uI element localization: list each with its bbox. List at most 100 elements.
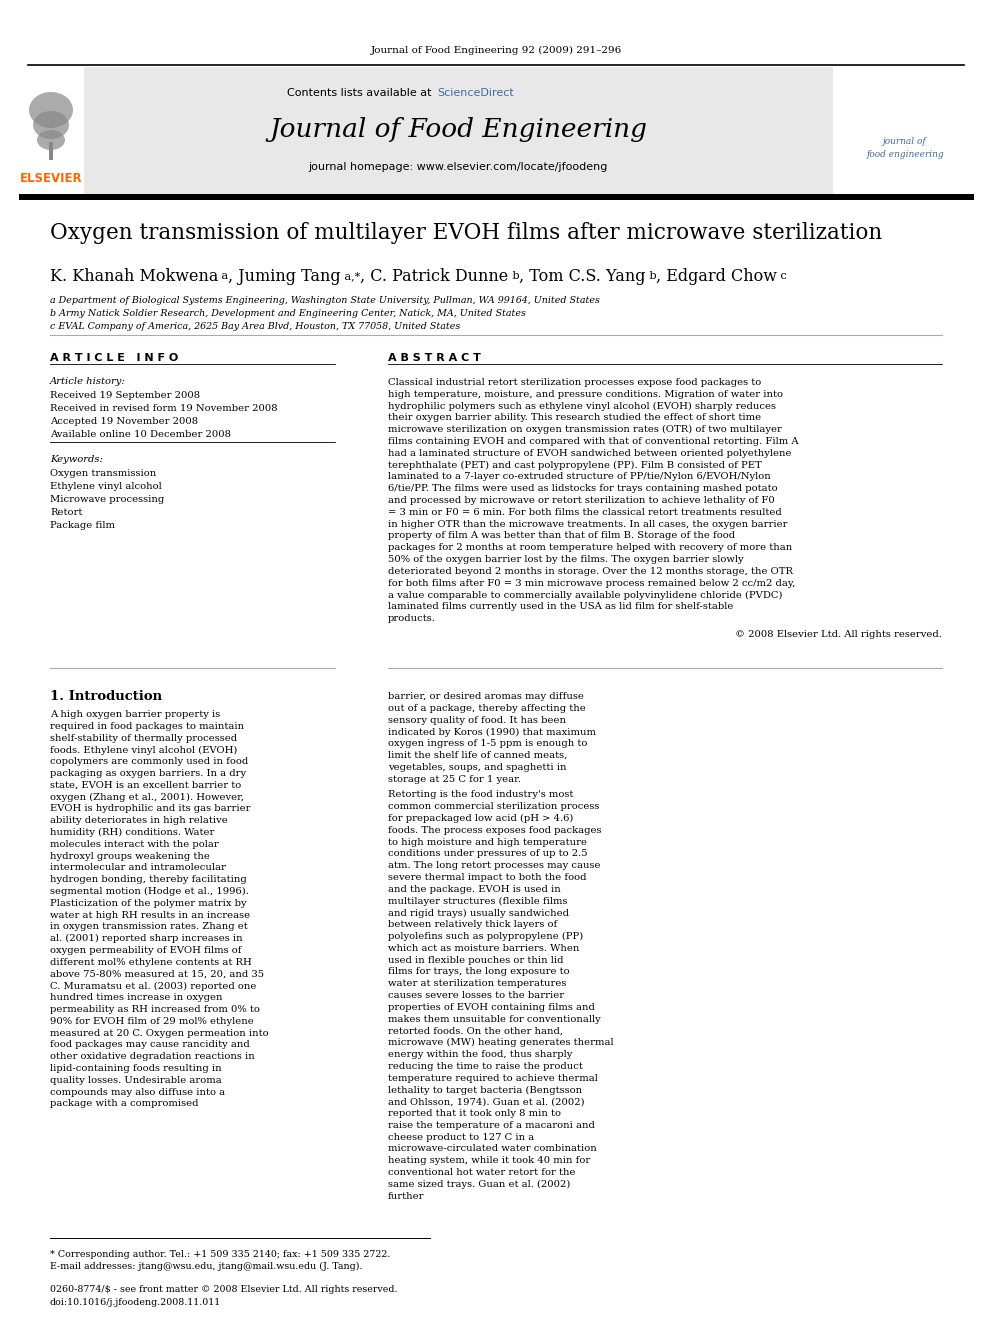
Text: hydrogen bonding, thereby facilitating: hydrogen bonding, thereby facilitating bbox=[50, 876, 247, 884]
Text: hydrophilic polymers such as ethylene vinyl alcohol (EVOH) sharply reduces: hydrophilic polymers such as ethylene vi… bbox=[388, 402, 776, 410]
Text: energy within the food, thus sharply: energy within the food, thus sharply bbox=[388, 1050, 572, 1058]
Text: quality losses. Undesirable aroma: quality losses. Undesirable aroma bbox=[50, 1076, 222, 1085]
Text: = 3 min or F0 = 6 min. For both films the classical retort treatments resulted: = 3 min or F0 = 6 min. For both films th… bbox=[388, 508, 782, 517]
Text: polyolefins such as polypropylene (PP): polyolefins such as polypropylene (PP) bbox=[388, 931, 583, 941]
Text: Ethylene vinyl alcohol: Ethylene vinyl alcohol bbox=[50, 482, 162, 491]
Text: in higher OTR than the microwave treatments. In all cases, the oxygen barrier: in higher OTR than the microwave treatme… bbox=[388, 520, 788, 529]
Text: c: c bbox=[778, 271, 787, 280]
Text: foods. Ethylene vinyl alcohol (EVOH): foods. Ethylene vinyl alcohol (EVOH) bbox=[50, 745, 237, 754]
Text: A high oxygen barrier property is: A high oxygen barrier property is bbox=[50, 710, 220, 718]
Text: which act as moisture barriers. When: which act as moisture barriers. When bbox=[388, 943, 579, 953]
Bar bbox=[49, 142, 53, 160]
Text: films containing EVOH and compared with that of conventional retorting. Film A: films containing EVOH and compared with … bbox=[388, 437, 799, 446]
Text: foods. The process exposes food packages: foods. The process exposes food packages bbox=[388, 826, 601, 835]
Text: shelf-stability of thermally processed: shelf-stability of thermally processed bbox=[50, 733, 237, 742]
Text: same sized trays. Guan et al. (2002): same sized trays. Guan et al. (2002) bbox=[388, 1180, 570, 1189]
Text: , Tom C.S. Yang: , Tom C.S. Yang bbox=[519, 269, 646, 284]
Text: indicated by Koros (1990) that maximum: indicated by Koros (1990) that maximum bbox=[388, 728, 596, 737]
Text: conditions under pressures of up to 2.5: conditions under pressures of up to 2.5 bbox=[388, 849, 587, 859]
Text: , Juming Tang: , Juming Tang bbox=[228, 269, 341, 284]
Text: laminated to a 7-layer co-extruded structure of PP/tie/Nylon 6/EVOH/Nylon: laminated to a 7-layer co-extruded struc… bbox=[388, 472, 771, 482]
Text: to high moisture and high temperature: to high moisture and high temperature bbox=[388, 837, 587, 847]
Text: EVOH is hydrophilic and its gas barrier: EVOH is hydrophilic and its gas barrier bbox=[50, 804, 251, 814]
Text: terephthalate (PET) and cast polypropylene (PP). Film B consisted of PET: terephthalate (PET) and cast polypropyle… bbox=[388, 460, 762, 470]
Text: doi:10.1016/j.jfoodeng.2008.11.011: doi:10.1016/j.jfoodeng.2008.11.011 bbox=[50, 1298, 221, 1307]
Text: makes them unsuitable for conventionally: makes them unsuitable for conventionally bbox=[388, 1015, 601, 1024]
Text: compounds may also diffuse into a: compounds may also diffuse into a bbox=[50, 1088, 225, 1097]
Text: Retorting is the food industry's most: Retorting is the food industry's most bbox=[388, 790, 573, 799]
Text: had a laminated structure of EVOH sandwiched between oriented polyethylene: had a laminated structure of EVOH sandwi… bbox=[388, 448, 792, 458]
Text: intermolecular and intramolecular: intermolecular and intramolecular bbox=[50, 864, 226, 872]
Text: for both films after F0 = 3 min microwave process remained below 2 cc/m2 day,: for both films after F0 = 3 min microwav… bbox=[388, 578, 796, 587]
Ellipse shape bbox=[33, 111, 69, 139]
Text: reducing the time to raise the product: reducing the time to raise the product bbox=[388, 1062, 583, 1070]
Ellipse shape bbox=[29, 93, 73, 128]
Text: A R T I C L E   I N F O: A R T I C L E I N F O bbox=[50, 353, 179, 363]
Text: oxygen ingress of 1-5 ppm is enough to: oxygen ingress of 1-5 ppm is enough to bbox=[388, 740, 587, 749]
Text: and processed by microwave or retort sterilization to achieve lethality of F0: and processed by microwave or retort ste… bbox=[388, 496, 775, 505]
Text: K. Khanah Mokwena: K. Khanah Mokwena bbox=[50, 269, 218, 284]
Text: Received in revised form 19 November 2008: Received in revised form 19 November 200… bbox=[50, 404, 278, 413]
Text: C. Muramatsu et al. (2003) reported one: C. Muramatsu et al. (2003) reported one bbox=[50, 982, 256, 991]
Text: b: b bbox=[509, 271, 519, 280]
Text: permeability as RH increased from 0% to: permeability as RH increased from 0% to bbox=[50, 1005, 260, 1013]
Text: used in flexible pouches or thin lid: used in flexible pouches or thin lid bbox=[388, 955, 563, 964]
Text: 50% of the oxygen barrier lost by the films. The oxygen barrier slowly: 50% of the oxygen barrier lost by the fi… bbox=[388, 556, 744, 564]
Text: lipid-containing foods resulting in: lipid-containing foods resulting in bbox=[50, 1064, 221, 1073]
Text: Package film: Package film bbox=[50, 521, 115, 531]
Text: retorted foods. On the other hand,: retorted foods. On the other hand, bbox=[388, 1027, 563, 1036]
Text: laminated films currently used in the USA as lid film for shelf-stable: laminated films currently used in the US… bbox=[388, 602, 733, 611]
Text: ELSEVIER: ELSEVIER bbox=[20, 172, 82, 184]
Text: oxygen permeability of EVOH films of: oxygen permeability of EVOH films of bbox=[50, 946, 241, 955]
Text: limit the shelf life of canned meats,: limit the shelf life of canned meats, bbox=[388, 751, 567, 759]
Text: E-mail addresses: jtang@wsu.edu, jtang@mail.wsu.edu (J. Tang).: E-mail addresses: jtang@wsu.edu, jtang@m… bbox=[50, 1262, 362, 1271]
Text: , Edgard Chow: , Edgard Chow bbox=[657, 269, 778, 284]
Bar bbox=[833, 67, 976, 194]
Text: multilayer structures (flexible films: multilayer structures (flexible films bbox=[388, 897, 567, 906]
Text: out of a package, thereby affecting the: out of a package, thereby affecting the bbox=[388, 704, 585, 713]
Text: , C. Patrick Dunne: , C. Patrick Dunne bbox=[360, 269, 509, 284]
Text: Keywords:: Keywords: bbox=[50, 455, 103, 464]
Text: hydroxyl groups weakening the: hydroxyl groups weakening the bbox=[50, 852, 210, 860]
Text: A B S T R A C T: A B S T R A C T bbox=[388, 353, 481, 363]
Text: 6/tie/PP. The films were used as lidstocks for trays containing mashed potato: 6/tie/PP. The films were used as lidstoc… bbox=[388, 484, 778, 493]
Text: 90% for EVOH film of 29 mol% ethylene: 90% for EVOH film of 29 mol% ethylene bbox=[50, 1017, 254, 1025]
Text: al. (2001) reported sharp increases in: al. (2001) reported sharp increases in bbox=[50, 934, 243, 943]
Text: temperature required to achieve thermal: temperature required to achieve thermal bbox=[388, 1073, 598, 1082]
Text: Contents lists available at: Contents lists available at bbox=[287, 89, 435, 98]
Text: Plasticization of the polymer matrix by: Plasticization of the polymer matrix by bbox=[50, 898, 247, 908]
Text: a value comparable to commercially available polyvinylidene chloride (PVDC): a value comparable to commercially avail… bbox=[388, 590, 783, 599]
Text: ability deteriorates in high relative: ability deteriorates in high relative bbox=[50, 816, 228, 826]
Text: raise the temperature of a macaroni and: raise the temperature of a macaroni and bbox=[388, 1121, 595, 1130]
Text: required in food packages to maintain: required in food packages to maintain bbox=[50, 722, 244, 730]
Text: food packages may cause rancidity and: food packages may cause rancidity and bbox=[50, 1040, 250, 1049]
Text: journal homepage: www.elsevier.com/locate/jfoodeng: journal homepage: www.elsevier.com/locat… bbox=[309, 161, 608, 172]
Text: deteriorated beyond 2 months in storage. Over the 12 months storage, the OTR: deteriorated beyond 2 months in storage.… bbox=[388, 566, 793, 576]
Text: a Department of Biological Systems Engineering, Washington State University, Pul: a Department of Biological Systems Engin… bbox=[50, 296, 600, 306]
Text: c EVAL Company of America, 2625 Bay Area Blvd, Houston, TX 77058, United States: c EVAL Company of America, 2625 Bay Area… bbox=[50, 321, 460, 331]
Text: conventional hot water retort for the: conventional hot water retort for the bbox=[388, 1168, 575, 1177]
Text: microwave-circulated water combination: microwave-circulated water combination bbox=[388, 1144, 597, 1154]
Text: heating system, while it took 40 min for: heating system, while it took 40 min for bbox=[388, 1156, 590, 1166]
Text: * Corresponding author. Tel.: +1 509 335 2140; fax: +1 509 335 2722.: * Corresponding author. Tel.: +1 509 335… bbox=[50, 1250, 391, 1259]
Text: other oxidative degradation reactions in: other oxidative degradation reactions in bbox=[50, 1052, 255, 1061]
Text: Journal of Food Engineering: Journal of Food Engineering bbox=[269, 118, 647, 143]
Text: common commercial sterilization process: common commercial sterilization process bbox=[388, 802, 599, 811]
Text: molecules interact with the polar: molecules interact with the polar bbox=[50, 840, 219, 849]
Text: their oxygen barrier ability. This research studied the effect of short time: their oxygen barrier ability. This resea… bbox=[388, 413, 761, 422]
Text: packaging as oxygen barriers. In a dry: packaging as oxygen barriers. In a dry bbox=[50, 769, 246, 778]
Text: Microwave processing: Microwave processing bbox=[50, 495, 165, 504]
Text: microwave (MW) heating generates thermal: microwave (MW) heating generates thermal bbox=[388, 1039, 614, 1048]
Text: oxygen (Zhang et al., 2001). However,: oxygen (Zhang et al., 2001). However, bbox=[50, 792, 244, 802]
Text: Oxygen transmission of multilayer EVOH films after microwave sterilization: Oxygen transmission of multilayer EVOH f… bbox=[50, 222, 882, 243]
Text: different mol% ethylene contents at RH: different mol% ethylene contents at RH bbox=[50, 958, 252, 967]
Text: copolymers are commonly used in food: copolymers are commonly used in food bbox=[50, 757, 248, 766]
Text: reported that it took only 8 min to: reported that it took only 8 min to bbox=[388, 1109, 561, 1118]
Text: Journal of Food Engineering 92 (2009) 291–296: Journal of Food Engineering 92 (2009) 29… bbox=[370, 45, 622, 54]
Text: cheese product to 127 C in a: cheese product to 127 C in a bbox=[388, 1132, 535, 1142]
Text: © 2008 Elsevier Ltd. All rights reserved.: © 2008 Elsevier Ltd. All rights reserved… bbox=[735, 630, 942, 639]
Text: lethality to target bacteria (Bengtsson: lethality to target bacteria (Bengtsson bbox=[388, 1085, 582, 1094]
Text: barrier, or desired aromas may diffuse: barrier, or desired aromas may diffuse bbox=[388, 692, 584, 701]
Text: Received 19 September 2008: Received 19 September 2008 bbox=[50, 392, 200, 400]
Text: further: further bbox=[388, 1192, 425, 1200]
